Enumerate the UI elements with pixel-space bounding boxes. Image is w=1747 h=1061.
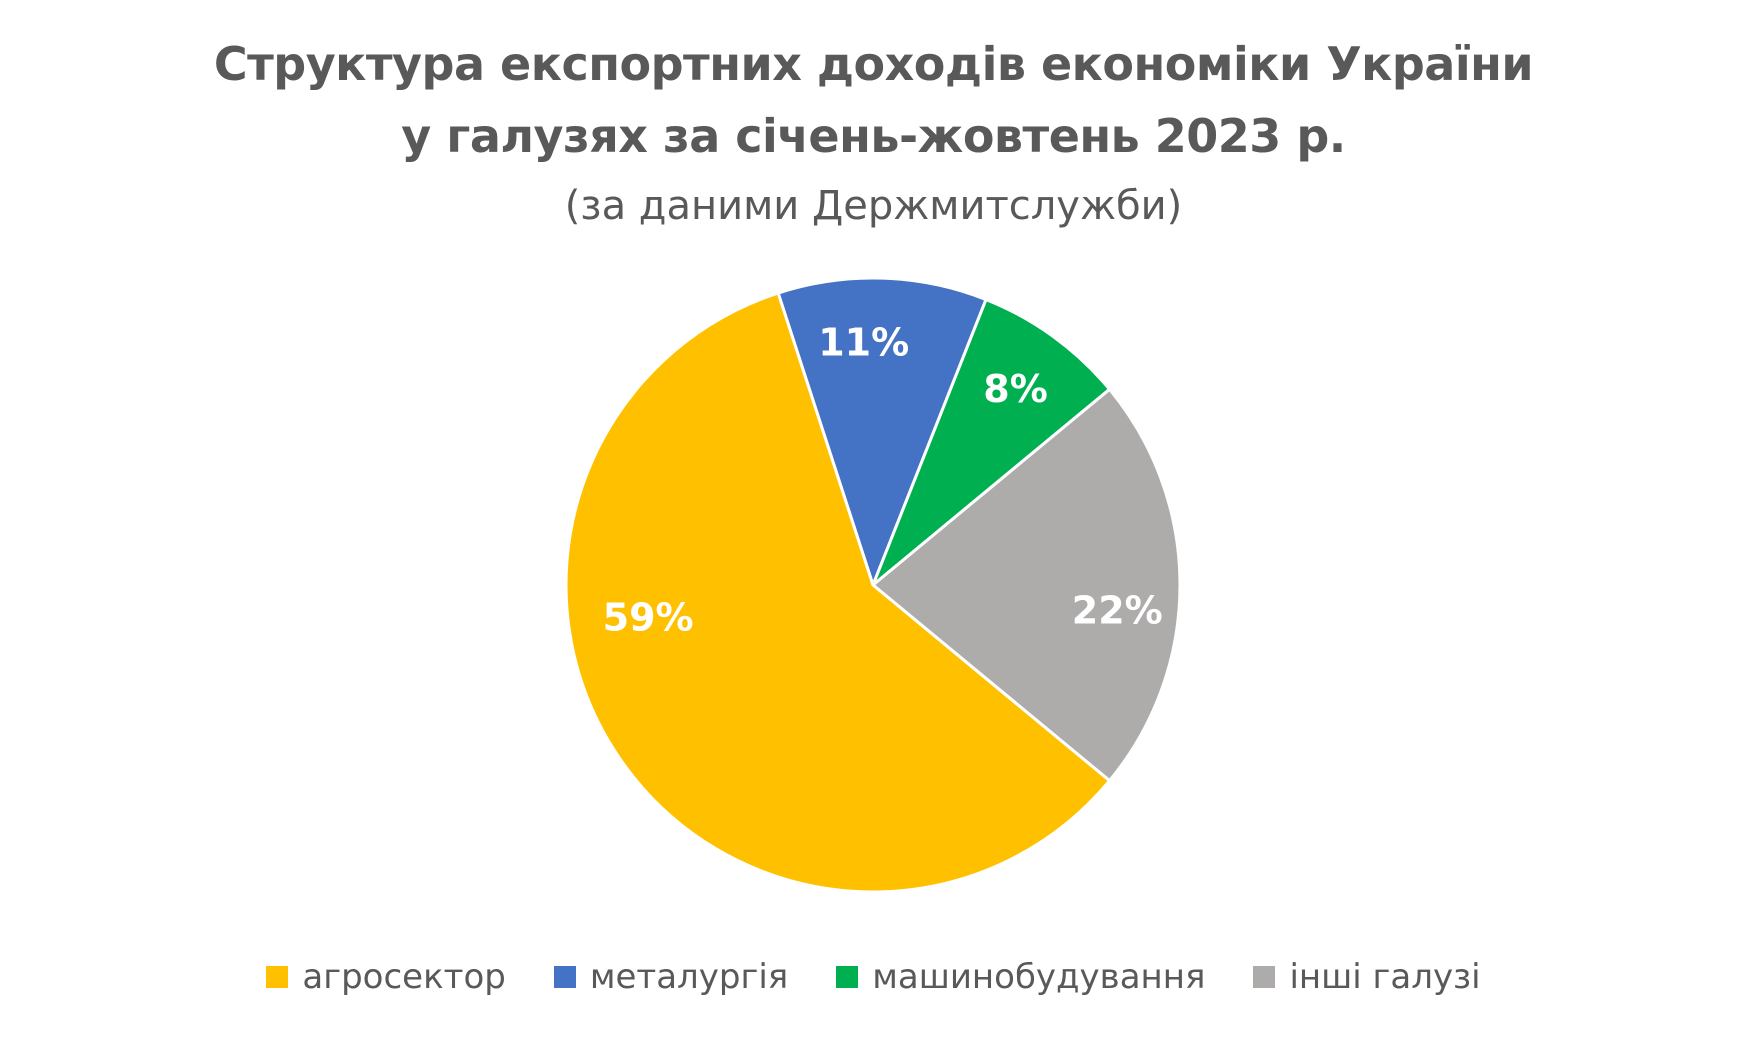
data-label-1: 11%	[818, 321, 909, 365]
chart-title-line-1: Структура експортних доходів економіки У…	[213, 37, 1534, 91]
data-label-3: 22%	[1072, 589, 1163, 633]
legend-item-4: інші галузі	[1253, 955, 1481, 999]
pie-slice-4	[564, 291, 1112, 894]
legend-swatch-2	[553, 966, 576, 988]
pie-slices	[564, 276, 1182, 894]
legend-label-1: агросектор	[302, 957, 506, 997]
pie-slice-3	[871, 387, 1182, 783]
data-label-4: 59%	[603, 595, 694, 639]
pie-slice-2	[871, 298, 1112, 587]
legend-swatch-1	[266, 966, 289, 988]
chart-title-line-2: у галузях за січень-жовтень 2023 р.	[401, 109, 1346, 163]
pie-labels: 11% 8% 22% 59%	[603, 321, 1163, 640]
legend-item-1: агросектор	[266, 955, 506, 999]
chart-legend: агросектор металургія машинобудування інші …	[0, 955, 1747, 999]
legend-item-2: металургія	[553, 955, 789, 999]
legend-label-3: машинобудування	[872, 957, 1206, 997]
chart-title-block: Структура експортних доходів економіки У…	[0, 28, 1747, 238]
legend-swatch-3	[836, 966, 859, 988]
data-label-2: 8%	[983, 367, 1048, 411]
legend-label-4: інші галузі	[1289, 957, 1481, 997]
pie-slice-1	[776, 276, 988, 587]
legend-swatch-4	[1253, 966, 1276, 988]
legend-label-2: металургія	[589, 957, 789, 997]
legend-item-3: машинобудування	[836, 955, 1205, 999]
chart-subtitle: (за даними Держмитслужби)	[564, 183, 1183, 229]
